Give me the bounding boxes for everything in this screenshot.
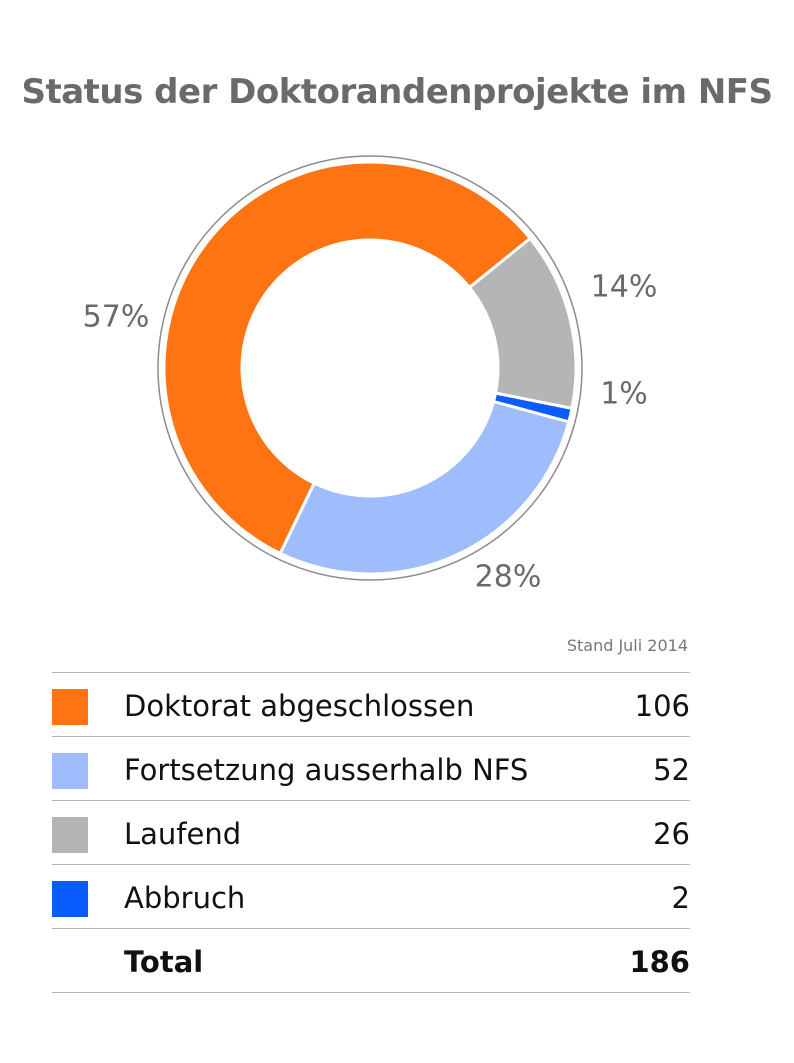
- legend-value: 52: [653, 753, 690, 787]
- total-value: 186: [629, 945, 690, 979]
- chart-title: Status der Doktorandenprojekte im NFS: [21, 72, 773, 112]
- pie-slice: [278, 399, 571, 576]
- date-note: Stand Juli 2014: [566, 636, 688, 655]
- legend-value: 26: [653, 817, 690, 851]
- total-row: Total 186: [52, 929, 690, 993]
- legend-swatch: [52, 817, 88, 853]
- total-label: Total: [124, 945, 204, 979]
- slice-percent-label: 28%: [475, 560, 542, 595]
- slice-percent-label: 57%: [83, 300, 150, 335]
- legend-row: Doktorat abgeschlossen 106: [52, 673, 690, 737]
- slice-percent-label: 1%: [600, 377, 648, 412]
- legend-row: Fortsetzung ausserhalb NFS 52: [52, 737, 690, 801]
- donut-outer-ring: [157, 155, 583, 581]
- legend-label: Laufend: [124, 817, 242, 851]
- legend-swatch: [52, 881, 88, 917]
- donut-chart: 14% 1% 28% 57%: [83, 155, 658, 595]
- legend-row: Laufend 26: [52, 801, 690, 865]
- legend-value: 2: [671, 881, 690, 915]
- slice-percent-label: 14%: [591, 270, 658, 305]
- legend-row: Abbruch 2: [52, 865, 690, 929]
- legend-label: Abbruch: [124, 881, 246, 915]
- legend-table: Doktorat abgeschlossen 106 Fortsetzung a…: [52, 672, 690, 993]
- legend-swatch: [52, 753, 88, 789]
- legend-label: Doktorat abgeschlossen: [124, 689, 475, 723]
- pie-slice: [162, 160, 533, 556]
- legend-swatch: [52, 689, 88, 725]
- legend-value: 106: [634, 689, 690, 723]
- legend-label: Fortsetzung ausserhalb NFS: [124, 753, 529, 787]
